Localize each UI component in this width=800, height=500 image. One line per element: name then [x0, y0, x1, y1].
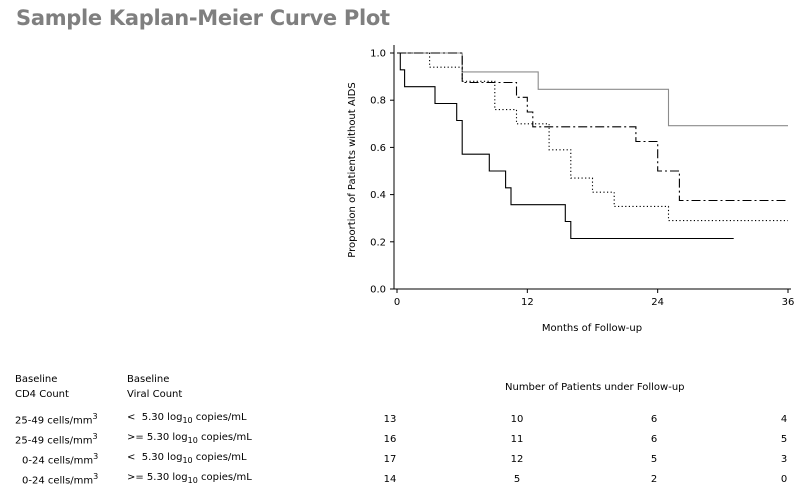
at-risk-count: 16 — [383, 434, 397, 445]
viral-header-line1: Baseline — [127, 374, 170, 385]
at-risk-count: 5 — [780, 434, 788, 445]
at-risk-count: 10 — [510, 414, 524, 425]
at-risk-count: 12 — [510, 454, 524, 465]
y-tick-label: 0.8 — [370, 96, 386, 107]
x-tick-label: 12 — [521, 297, 534, 308]
y-tick-label: 0.4 — [370, 190, 386, 201]
at-risk-count: 11 — [510, 434, 524, 445]
cd4-header: Baseline CD4 Count — [15, 372, 69, 402]
cd4-header-line1: Baseline — [15, 374, 58, 385]
y-axis-title: Proportion of Patients without AIDS — [347, 82, 358, 257]
y-tick-label: 0.6 — [370, 143, 386, 154]
y-tick-label: 0.2 — [370, 237, 386, 248]
cd4-cell: 0-24 cells/mm3 — [22, 472, 99, 487]
survival-curve-1 — [397, 52, 788, 127]
at-risk-count: 2 — [650, 474, 658, 485]
at-risk-count: 6 — [650, 414, 658, 425]
cd4-header-line2: CD4 Count — [15, 389, 69, 400]
viral-cell: < 5.30 log10 copies/mL — [127, 412, 247, 425]
viral-cell: >= 5.30 log10 copies/mL — [127, 472, 252, 485]
at-risk-count: 5 — [513, 474, 521, 485]
at-risk-count: 14 — [383, 474, 397, 485]
survival-curve-3 — [397, 52, 788, 222]
at-risk-count: 4 — [780, 414, 788, 425]
viral-header: Baseline Viral Count — [127, 372, 182, 402]
risk-table-title: Number of Patients under Follow-up — [505, 382, 685, 393]
survival-curve-2 — [397, 52, 788, 202]
at-risk-count: 0 — [780, 474, 788, 485]
at-risk-count: 6 — [650, 434, 658, 445]
at-risk-count: 17 — [383, 454, 397, 465]
at-risk-count: 5 — [650, 454, 658, 465]
at-risk-count: 13 — [383, 414, 397, 425]
at-risk-count: 3 — [780, 454, 788, 465]
viral-header-line2: Viral Count — [127, 389, 183, 400]
y-tick-label: 0.0 — [370, 285, 386, 296]
survival-curve-4 — [397, 52, 734, 240]
cd4-cell: 0-24 cells/mm3 — [22, 452, 99, 467]
cd4-cell: 25-49 cells/mm3 — [15, 432, 98, 447]
cd4-cell: 25-49 cells/mm3 — [15, 412, 98, 427]
viral-cell: >= 5.30 log10 copies/mL — [127, 432, 252, 445]
x-tick-label: 0 — [394, 297, 400, 308]
viral-cell: < 5.30 log10 copies/mL — [127, 452, 247, 465]
x-tick-label: 24 — [651, 297, 664, 308]
x-tick-label: 36 — [782, 297, 795, 308]
x-axis-title: Months of Follow-up — [542, 323, 642, 334]
km-plot: 0.0 0.2 0.4 0.6 0.8 1.0 0 12 24 36 Months of Foll… — [347, 45, 794, 334]
survival-curves — [397, 52, 788, 240]
chart-title: Sample Kaplan-Meier Curve Plot — [16, 6, 390, 30]
axes: 0.0 0.2 0.4 0.6 0.8 1.0 0 12 24 36 — [370, 45, 794, 308]
y-tick-label: 1.0 — [370, 49, 386, 60]
